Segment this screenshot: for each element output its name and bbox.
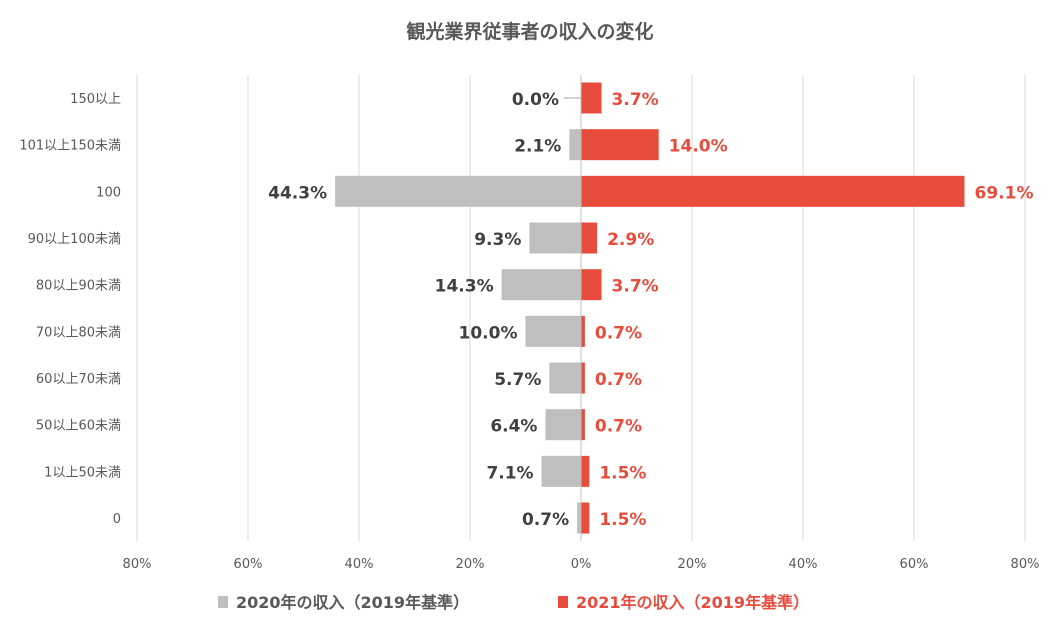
x-tick-label: 80% — [1011, 557, 1040, 572]
bar-2021 — [581, 175, 965, 207]
data-label-2021: 1.5% — [599, 510, 646, 530]
x-tick-label: 40% — [789, 557, 818, 572]
legend: 2020年の収入（2019年基準） 2021年の収入（2019年基準） — [218, 593, 809, 612]
legend-swatch-2020 — [218, 596, 228, 608]
data-label-2020: 7.1% — [486, 463, 533, 483]
bar-2021 — [581, 315, 585, 347]
data-label-2021: 14.0% — [669, 137, 728, 157]
x-tick-label: 40% — [345, 557, 374, 572]
data-label-2021: 1.5% — [599, 463, 646, 483]
x-tick-label: 80% — [123, 557, 152, 572]
bar-2020 — [569, 129, 581, 161]
bar-2021 — [581, 502, 590, 534]
x-tick-label: 60% — [900, 557, 929, 572]
bar-2021 — [581, 269, 602, 301]
bar-2021 — [581, 222, 598, 254]
data-label-2020: 14.3% — [435, 277, 494, 297]
bar-2021 — [581, 455, 590, 487]
x-tick-label: 20% — [678, 557, 707, 572]
bar-2020 — [545, 409, 581, 441]
legend-label-2020: 2020年の収入（2019年基準） — [236, 593, 469, 612]
category-label: 150以上 — [70, 92, 121, 107]
data-label-2020: 44.3% — [268, 183, 327, 203]
data-label-2020: 6.4% — [490, 417, 537, 437]
category-label: 1以上50未満 — [44, 465, 121, 480]
bar-2021 — [581, 362, 585, 394]
bar-2020 — [577, 502, 581, 534]
bar-2021 — [581, 82, 602, 114]
data-label-2021: 0.7% — [595, 417, 642, 437]
chart-title: 観光業界従事者の収入の変化 — [406, 20, 653, 43]
data-label-2020: 2.1% — [514, 137, 561, 157]
bar-2020 — [541, 455, 581, 487]
data-label-2020: 10.0% — [459, 323, 518, 343]
legend-swatch-2021 — [558, 596, 568, 608]
legend-label-2021: 2021年の収入（2019年基準） — [576, 593, 809, 612]
bar-2020 — [501, 269, 581, 301]
bar-2021 — [581, 409, 585, 441]
data-label-2021: 3.7% — [612, 277, 659, 297]
data-label-2021: 0.7% — [595, 323, 642, 343]
data-label-2021: 2.9% — [607, 230, 654, 250]
x-tick-label: 60% — [234, 557, 263, 572]
category-label: 70以上80未満 — [36, 325, 121, 340]
data-label-2020: 5.7% — [494, 370, 541, 390]
category-label: 90以上100未満 — [28, 232, 121, 247]
category-label: 100 — [96, 185, 121, 200]
category-label: 101以上150未満 — [19, 139, 121, 154]
category-label: 60以上70未満 — [36, 372, 121, 387]
bar-2020 — [529, 222, 581, 254]
category-label: 0 — [113, 512, 121, 527]
data-label-2020: 9.3% — [474, 230, 521, 250]
data-label-2020: 0.7% — [522, 510, 569, 530]
x-tick-label: 20% — [456, 557, 485, 572]
bar-2020 — [335, 175, 581, 207]
data-label-2021: 3.7% — [612, 90, 659, 110]
bar-2021 — [581, 129, 659, 161]
category-label: 80以上90未満 — [36, 279, 121, 294]
data-label-2021: 0.7% — [595, 370, 642, 390]
bar-2020 — [549, 362, 581, 394]
data-label-2021: 69.1% — [975, 183, 1034, 203]
bar-2020 — [525, 315, 581, 347]
category-label: 50以上60未満 — [36, 419, 121, 434]
x-tick-label: 0% — [571, 557, 592, 572]
data-label-2020: 0.0% — [512, 90, 559, 110]
